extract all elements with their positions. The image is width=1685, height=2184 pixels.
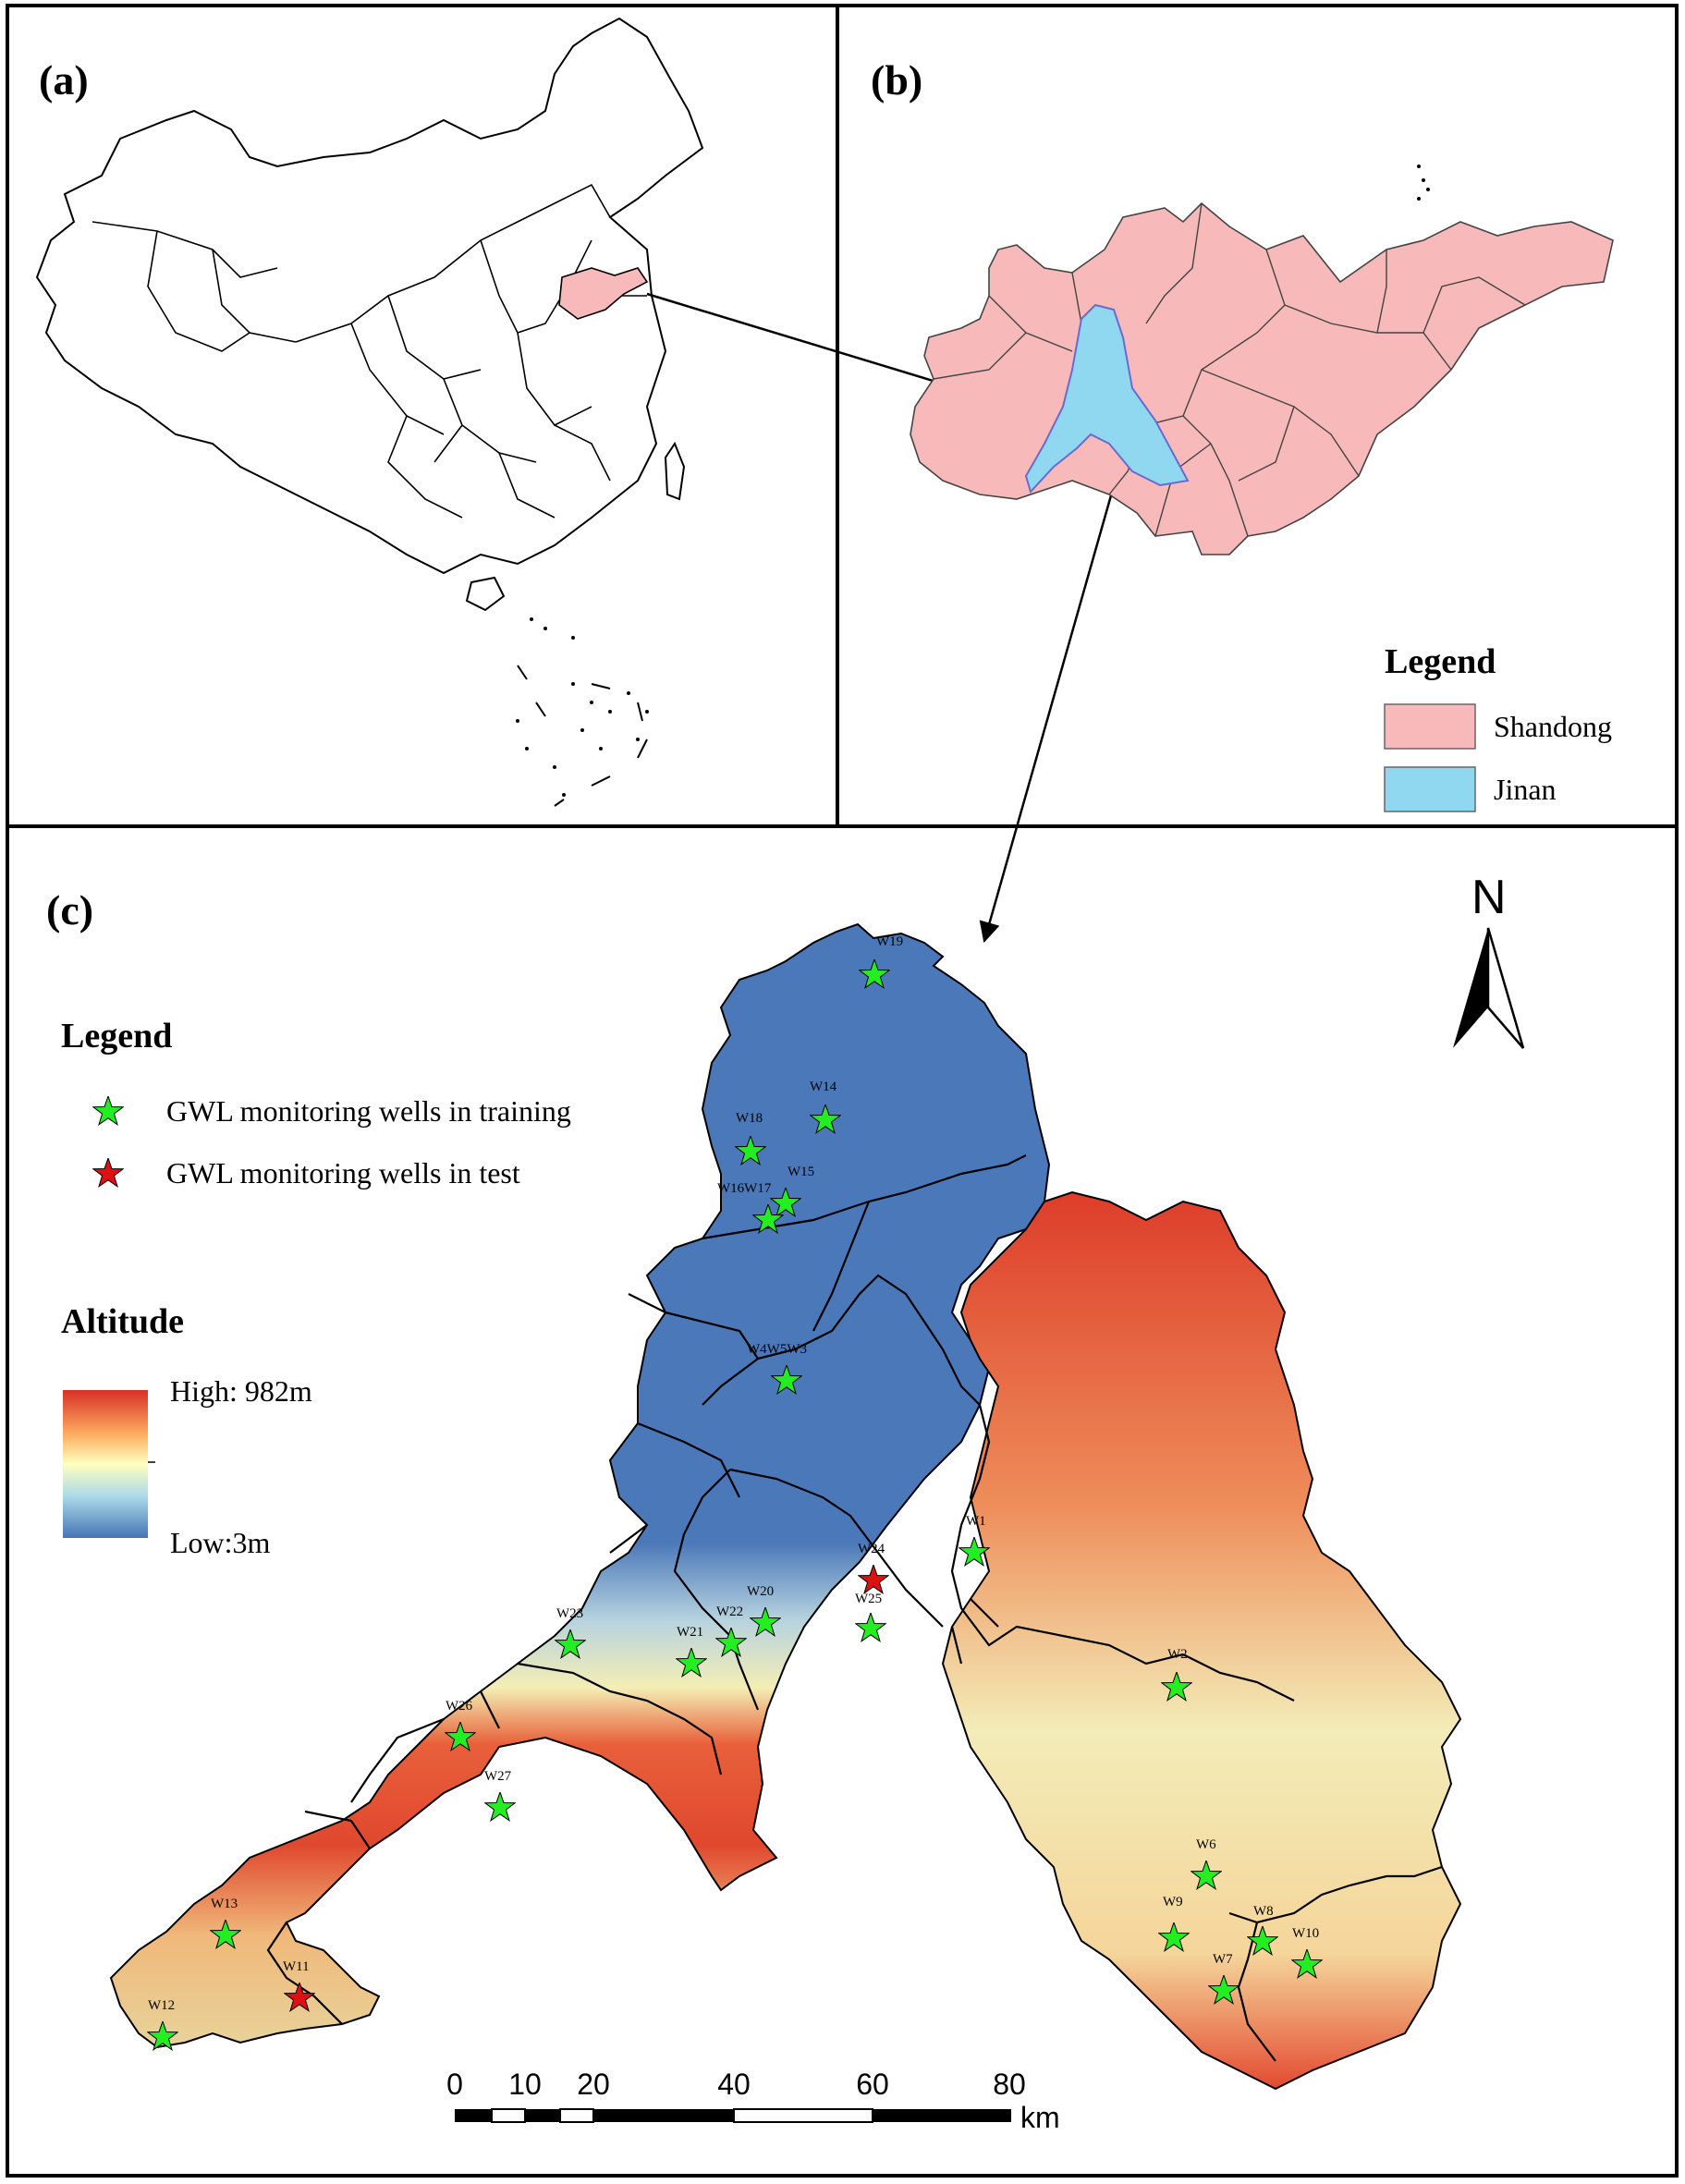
scale-tick-40: 40 <box>717 2068 751 2101</box>
well-label-w25: W25 <box>855 1592 882 1606</box>
legend-c-title: Legend <box>61 1017 172 1055</box>
scale-unit: km <box>1020 2101 1060 2134</box>
jinan-region <box>1024 303 1190 494</box>
shandong-map <box>910 165 1614 555</box>
panel-c-label: (c) <box>46 886 93 933</box>
scale-bar: 0 10 20 40 60 80 km <box>446 2068 1060 2134</box>
well-label-w15: W15 <box>788 1165 814 1179</box>
scale-seg-6 <box>733 2108 873 2123</box>
well-label-w12: W12 <box>148 1998 175 2013</box>
legend-c-training-star <box>93 1096 123 1125</box>
legend-c-training-label: GWL monitoring wells in training <box>166 1094 571 1128</box>
province-lines <box>92 183 647 519</box>
shandong-coastal-islands <box>1417 165 1430 201</box>
nine-dash-line <box>517 665 648 807</box>
well-label-w19: W19 <box>876 934 903 949</box>
legend-c-test-label: GWL monitoring wells in test <box>166 1156 520 1190</box>
well-label-w6: W6 <box>1196 1837 1216 1852</box>
scale-seg-1 <box>455 2109 492 2122</box>
scale-seg-7 <box>873 2109 1011 2122</box>
legend-c-test-star <box>93 1158 123 1187</box>
scale-tick-10: 10 <box>508 2068 542 2101</box>
well-label-w7: W7 <box>1213 1952 1233 1967</box>
jinan-west-region <box>109 922 1051 2049</box>
scale-tick-0: 0 <box>446 2068 463 2101</box>
well-label-w1: W1 <box>966 1514 986 1529</box>
well-label-w10: W10 <box>1292 1926 1319 1941</box>
scale-tick-20: 20 <box>577 2068 610 2101</box>
well-label-w22: W22 <box>716 1604 743 1619</box>
legend-b-label-jinan: Jinan <box>1494 773 1557 806</box>
well-label-w4w5w3: W4W5W3 <box>747 1342 807 1357</box>
north-arrow-left-half <box>1453 928 1488 1048</box>
north-arrow: N <box>1453 871 1525 1049</box>
well-label-w13: W13 <box>211 1897 238 1911</box>
shandong-outline <box>910 201 1614 555</box>
scale-seg-2 <box>491 2108 526 2123</box>
well-label-w21: W21 <box>677 1625 703 1640</box>
well-marker-w24 <box>859 1565 888 1593</box>
legend-b-swatch-shandong <box>1384 703 1476 750</box>
china-outline <box>35 17 704 575</box>
altitude-title: Altitude <box>61 1302 184 1341</box>
legend-b-label-shandong: Shandong <box>1494 710 1612 743</box>
well-label-w8: W8 <box>1253 1904 1274 1919</box>
altitude-gradient-bar <box>63 1390 148 1538</box>
altitude-low-label: Low:3m <box>170 1526 271 1559</box>
well-marker-w25 <box>856 1613 885 1641</box>
well-label-w24: W24 <box>858 1542 885 1556</box>
jinan-east-region <box>941 1190 1462 2091</box>
scale-tick-60: 60 <box>856 2068 889 2101</box>
well-label-w20: W20 <box>747 1584 774 1599</box>
wells-layer: W19 W14 W18 W15 W16W17 W4W5W3 W1 W24 W25 W20 W22 W2… <box>148 934 1322 2050</box>
well-label-w9: W9 <box>1163 1895 1183 1909</box>
south-china-sea-islands <box>516 617 649 797</box>
scale-seg-5 <box>593 2109 734 2122</box>
well-label-w27: W27 <box>484 1769 512 1784</box>
panel-c-frame <box>6 824 1679 2178</box>
taiwan-island <box>664 441 686 501</box>
well-label-w18: W18 <box>736 1111 763 1126</box>
scale-tick-80: 80 <box>993 2068 1026 2101</box>
altitude-high-label: High: 982m <box>170 1374 312 1408</box>
well-label-w2: W2 <box>1167 1647 1188 1662</box>
well-label-w14: W14 <box>810 1080 837 1094</box>
well-label-w11: W11 <box>283 1959 310 1974</box>
district-boundaries <box>266 1154 1443 2062</box>
legend-b-title: Legend <box>1385 642 1496 681</box>
altitude-legend: Altitude High: 982m Low:3m <box>61 1302 312 1559</box>
well-label-w23: W23 <box>556 1606 583 1621</box>
shandong-highlight <box>558 267 649 320</box>
scale-seg-4 <box>559 2108 594 2123</box>
hainan-island <box>465 576 506 612</box>
well-label-w26: W26 <box>446 1699 473 1714</box>
china-map <box>35 17 704 807</box>
well-marker-w27 <box>485 1792 515 1821</box>
north-arrow-label: N <box>1471 871 1507 924</box>
legend-c: Legend GWL monitoring wells in training … <box>61 1017 571 1190</box>
legend-b-swatch-jinan <box>1384 766 1476 812</box>
panel-a-label: (a) <box>39 56 89 104</box>
arrow-b-to-c <box>979 469 1120 944</box>
north-arrow-right-half <box>1486 927 1525 1049</box>
scale-seg-3 <box>525 2109 560 2122</box>
panel-b-label: (b) <box>871 56 922 104</box>
legend-b: Legend Shandong Jinan <box>1384 642 1612 812</box>
jinan-altitude-map <box>109 922 1462 2091</box>
well-label-w16w17: W16W17 <box>717 1181 772 1196</box>
